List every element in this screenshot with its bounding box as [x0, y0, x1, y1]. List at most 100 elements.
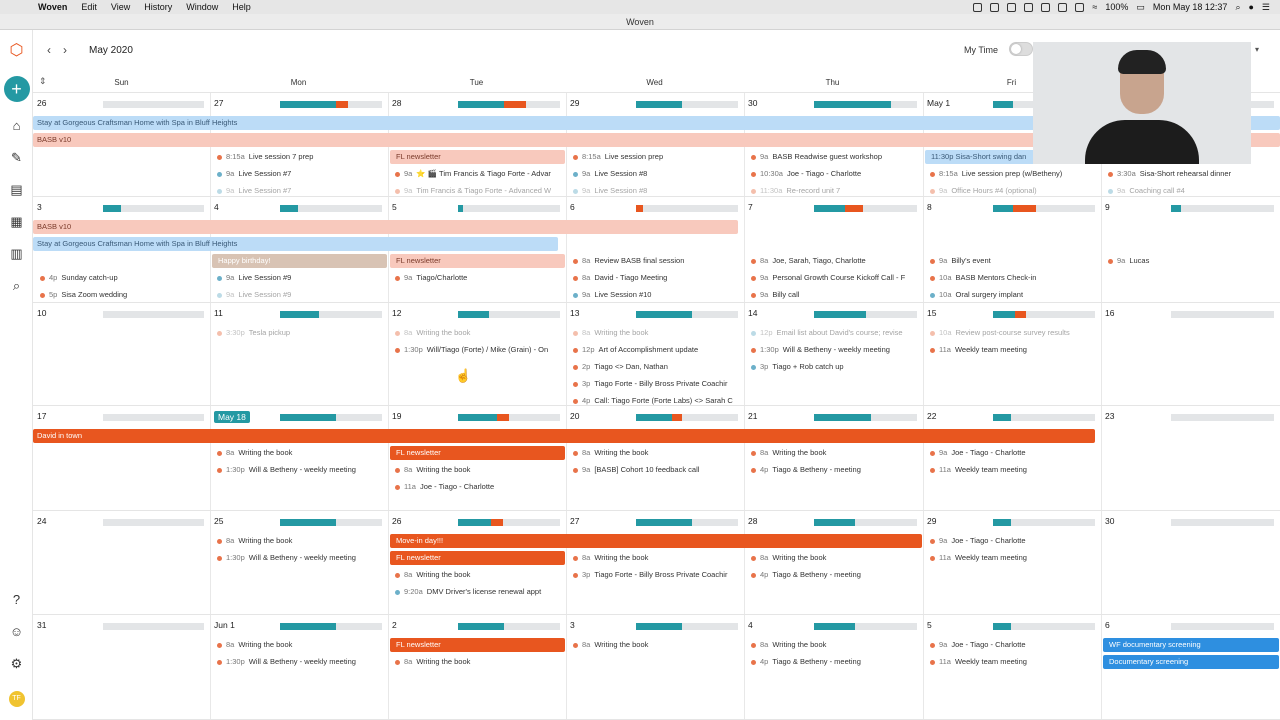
- calendar-event[interactable]: 9a Tim Francis & Tiago Forte - Advanced W: [389, 184, 564, 196]
- day-number[interactable]: 29: [570, 98, 580, 108]
- calendar-event[interactable]: 1:30p Will & Betheny - weekly meeting: [211, 551, 386, 565]
- avatar[interactable]: TF: [0, 688, 33, 707]
- day-number[interactable]: 16: [1105, 308, 1115, 318]
- multi-day-event[interactable]: Stay at Gorgeous Craftsman Home with Spa…: [33, 237, 558, 251]
- day-number[interactable]: 28: [748, 516, 758, 526]
- chevron-down-icon[interactable]: ▾: [1255, 45, 1260, 54]
- calendar-event[interactable]: 8a Writing the book: [567, 446, 742, 460]
- clock-icon[interactable]: [1075, 2, 1085, 12]
- dropbox-icon[interactable]: [973, 2, 983, 12]
- day-number[interactable]: 23: [1105, 411, 1115, 421]
- help-icon[interactable]: ?: [12, 592, 21, 607]
- event-chip[interactable]: FL newsletter: [390, 150, 565, 164]
- calendar-event[interactable]: 1:30p Will/Tiago (Forte) / Mike (Grain) -…: [389, 343, 564, 357]
- event-chip[interactable]: WF documentary screening: [1103, 638, 1279, 652]
- event-chip[interactable]: FL newsletter: [390, 446, 565, 460]
- day-number[interactable]: 26: [392, 516, 402, 526]
- status-icon[interactable]: [1024, 2, 1034, 12]
- people-icon[interactable]: ☺: [9, 624, 24, 639]
- calendar-event[interactable]: 1:30p Will & Betheny - weekly meeting: [211, 655, 386, 669]
- menu-help[interactable]: Help: [232, 2, 251, 12]
- day-number[interactable]: 3: [570, 620, 575, 630]
- menu-edit[interactable]: Edit: [81, 2, 97, 12]
- calendar-event[interactable]: 8a Writing the book: [567, 638, 742, 652]
- calendar-event[interactable]: 11a Weekly team meeting: [924, 551, 1099, 565]
- notification-center-icon[interactable]: ☰: [1261, 1, 1270, 12]
- calendar-event[interactable]: 9a Joe - Tiago - Charlotte: [924, 534, 1099, 548]
- calendar-event[interactable]: 9a Live Session #9: [211, 271, 386, 285]
- day-number[interactable]: 17: [37, 411, 47, 421]
- calendar-event[interactable]: 8a Writing the book: [567, 551, 742, 565]
- day-number[interactable]: 8: [927, 202, 932, 212]
- status-icon[interactable]: [1058, 2, 1068, 12]
- calendar-event[interactable]: 9a Tiago/Charlotte: [389, 271, 564, 285]
- menu-history[interactable]: History: [144, 2, 173, 12]
- calendar-event[interactable]: 8a Writing the book: [211, 446, 386, 460]
- pencil-icon[interactable]: ✎: [11, 150, 22, 165]
- calendar-event[interactable]: 8:15a Live session 7 prep: [211, 150, 386, 164]
- menu-view[interactable]: View: [110, 2, 131, 12]
- day-number[interactable]: 7: [748, 202, 753, 212]
- day-number[interactable]: May 18: [214, 411, 250, 423]
- expand-collapse-icon[interactable]: ⇕: [39, 76, 47, 86]
- siri-icon[interactable]: ●: [1248, 2, 1254, 12]
- calendar-event[interactable]: 8a David - Tiago Meeting: [567, 271, 742, 285]
- calendar-event[interactable]: 8a Writing the book: [745, 551, 921, 565]
- calendar-event[interactable]: 12p Email list about David's course; revi…: [745, 326, 921, 340]
- search-icon[interactable]: ⌕: [12, 278, 21, 293]
- battery-percent[interactable]: 100%: [1105, 2, 1129, 12]
- day-number[interactable]: 31: [37, 620, 47, 630]
- calendar-event[interactable]: 11a Weekly team meeting: [924, 343, 1099, 357]
- day-number[interactable]: 15: [927, 308, 937, 318]
- day-number[interactable]: 3: [37, 202, 42, 212]
- day-number[interactable]: 6: [570, 202, 575, 212]
- status-icon[interactable]: [1041, 2, 1051, 12]
- calendar-event[interactable]: 9a Live Session #8: [567, 184, 742, 196]
- calendar-stack-icon[interactable]: ▤: [10, 182, 23, 197]
- calendar-event[interactable]: 10a BASB Mentors Check-in: [924, 271, 1099, 285]
- calendar-event[interactable]: 9a BASB Readwise guest workshop: [745, 150, 921, 164]
- day-number[interactable]: 27: [214, 98, 224, 108]
- my-time-toggle[interactable]: [1009, 42, 1033, 56]
- calendar-event[interactable]: 2p Tiago <> Dan, Nathan: [567, 360, 742, 374]
- calendar-event[interactable]: 11a Weekly team meeting: [924, 463, 1099, 477]
- calendar-event[interactable]: 1:30p Will & Betheny - weekly meeting: [745, 343, 921, 357]
- calendar-event[interactable]: 8a Writing the book: [567, 326, 742, 340]
- wifi-icon[interactable]: ≈: [1092, 2, 1098, 12]
- day-number[interactable]: 29: [927, 516, 937, 526]
- day-number[interactable]: 9: [1105, 202, 1110, 212]
- day-number[interactable]: Jun 1: [214, 620, 235, 630]
- calendar-event[interactable]: 4p Sunday catch-up: [34, 271, 208, 285]
- home-icon[interactable]: ⌂: [12, 118, 21, 133]
- calendar-event[interactable]: 11a Joe - Tiago - Charlotte: [389, 480, 564, 494]
- list-icon[interactable]: ▦: [10, 214, 23, 229]
- calendar-event[interactable]: 3p Tiago + Rob catch up: [745, 360, 921, 374]
- day-number[interactable]: 30: [748, 98, 758, 108]
- prev-month-button[interactable]: ‹: [47, 43, 51, 57]
- calendar-event[interactable]: 8a Writing the book: [389, 655, 564, 669]
- calendar-event[interactable]: 8a Writing the book: [211, 534, 386, 548]
- day-number[interactable]: May 1: [927, 98, 951, 108]
- calendar-event[interactable]: 9a Live Session #7: [211, 184, 386, 196]
- calendar-event[interactable]: 8a Writing the book: [745, 446, 921, 460]
- event-chip[interactable]: FL newsletter: [390, 551, 565, 565]
- calendar-event[interactable]: 11:30a Re-record unit 7: [745, 184, 921, 196]
- day-number[interactable]: 20: [570, 411, 580, 421]
- calendar-event[interactable]: 4p Tiago & Betheny - meeting: [745, 655, 921, 669]
- multi-day-event[interactable]: David in town: [33, 429, 1095, 443]
- day-number[interactable]: 22: [927, 411, 937, 421]
- calendar-event[interactable]: 9a Lucas: [1102, 254, 1278, 268]
- calendar-event[interactable]: 9a ⭐ 🎬 Tim Francis & Tiago Forte - Advar: [389, 167, 564, 181]
- calendar-event[interactable]: 9a Live Session #10: [567, 288, 742, 302]
- day-number[interactable]: 5: [392, 202, 397, 212]
- calendar-event[interactable]: 3p Tiago Forte - Billy Bross Private Coac…: [567, 377, 742, 391]
- calendar-event[interactable]: 8a Writing the book: [389, 326, 564, 340]
- day-number[interactable]: 14: [748, 308, 758, 318]
- calendar-event[interactable]: 9a Live Session #9: [211, 288, 386, 302]
- calendar-event[interactable]: 9a Personal Growth Course Kickoff Call - …: [745, 271, 921, 285]
- calendar-event[interactable]: 8a Joe, Sarah, Tiago, Charlotte: [745, 254, 921, 268]
- status-icon[interactable]: [990, 2, 1000, 12]
- calendar-event[interactable]: 8:15a Live session prep (w/Betheny): [924, 167, 1099, 181]
- day-number[interactable]: 21: [748, 411, 758, 421]
- event-chip[interactable]: Move-in day!!!: [390, 534, 922, 548]
